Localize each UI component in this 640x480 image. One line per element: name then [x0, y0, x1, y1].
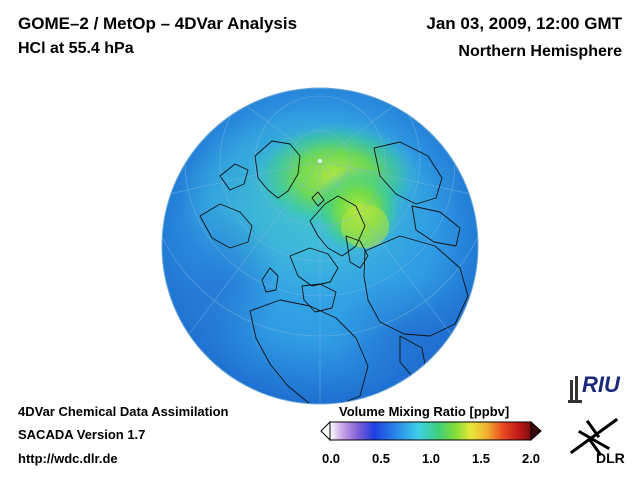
map-title: GOME–2 / MetOp – 4DVar Analysis	[18, 14, 298, 33]
colorbar	[320, 420, 542, 442]
dlr-logo-mark	[569, 417, 619, 457]
globe-svg	[161, 87, 479, 405]
dlr-logo-text: DLR	[596, 450, 625, 466]
footer-line-2: SACADA Version 1.7	[18, 427, 146, 442]
coastlines	[199, 140, 469, 404]
variable-label: HCl at 55.4 hPa	[18, 40, 134, 57]
colorbar-label: Volume Mixing Ratio [ppbv]	[339, 404, 510, 419]
riu-logo: RIU	[568, 372, 628, 404]
dlr-logo	[566, 414, 622, 458]
colorbar-max-arrow	[530, 420, 542, 442]
colorbar-tick: 1.0	[421, 451, 441, 466]
footer-line-3: http://wdc.dlr.de	[18, 451, 118, 466]
datetime-label: Jan 03, 2009, 12:00 GMT	[426, 14, 622, 33]
colorbar-gradient	[329, 421, 532, 441]
riu-logo-mark	[568, 376, 582, 403]
colorbar-tick: 0.5	[371, 451, 391, 466]
globe-map	[160, 86, 480, 406]
low-field-west	[162, 206, 280, 366]
riu-logo-text: RIU	[582, 372, 620, 397]
colorbar-tick: 0.0	[321, 451, 341, 466]
colorbar-min-arrow	[320, 420, 331, 442]
footer-line-1: 4DVar Chemical Data Assimilation	[18, 404, 229, 419]
globe-outline	[161, 87, 479, 405]
north-pole-marker	[318, 159, 322, 163]
hemisphere-label: Northern Hemisphere	[458, 43, 622, 60]
colorbar-tick: 2.0	[521, 451, 541, 466]
colorbar-svg	[320, 420, 542, 442]
colorbar-tick: 1.5	[471, 451, 491, 466]
